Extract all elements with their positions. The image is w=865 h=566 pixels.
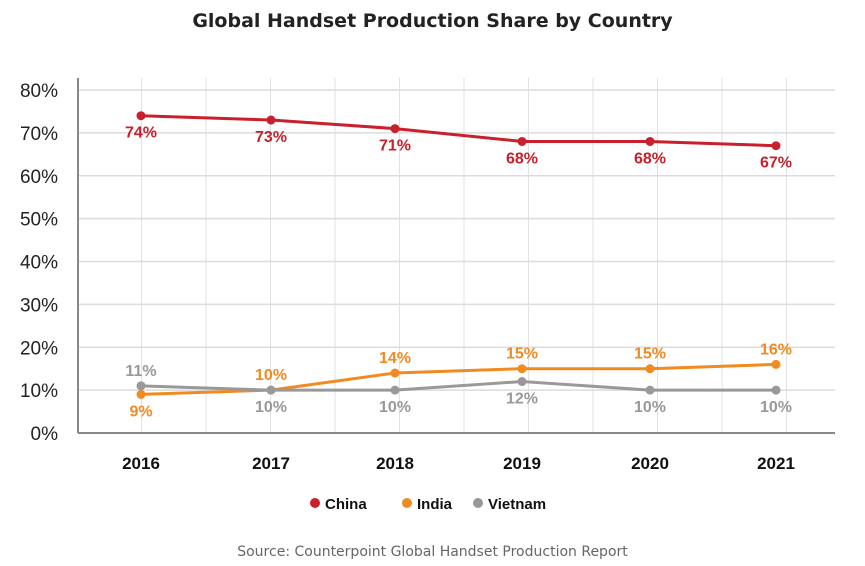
china-line bbox=[140, 114, 777, 148]
india-data-label: 16% bbox=[760, 341, 792, 358]
china-data-label: 68% bbox=[634, 150, 666, 167]
china-data-label: 71% bbox=[379, 138, 411, 155]
vietnam-point bbox=[136, 381, 146, 391]
vietnam-data-label: 10% bbox=[760, 399, 792, 416]
legend-label-india: India bbox=[417, 496, 453, 513]
china-point bbox=[517, 136, 527, 146]
china-point bbox=[645, 136, 655, 146]
india-point bbox=[390, 368, 400, 378]
y-tick-label: 80% bbox=[20, 81, 58, 102]
vietnam-data-label: 10% bbox=[379, 399, 411, 416]
china-point bbox=[266, 115, 276, 125]
india-data-label: 14% bbox=[379, 350, 411, 367]
y-tick-label: 20% bbox=[20, 338, 58, 359]
vietnam-point bbox=[517, 377, 527, 387]
china-point bbox=[771, 141, 781, 151]
india-data-label: 10% bbox=[255, 367, 287, 384]
y-tick-label: 60% bbox=[20, 167, 58, 188]
vietnam-data-label: 11% bbox=[125, 363, 156, 380]
chart-title: Global Handset Production Share by Count… bbox=[192, 10, 673, 32]
legend-marker-india bbox=[402, 498, 412, 508]
line-chart: 0% 10% 20% 30% 40% 50% 60% 70% 80% 2016 2017 2018 20… bbox=[20, 78, 835, 513]
x-tick-label: 2021 bbox=[757, 454, 795, 473]
y-tick-label: 30% bbox=[20, 295, 58, 316]
india-point bbox=[136, 389, 146, 399]
legend-label-vietnam: Vietnam bbox=[488, 496, 546, 513]
vietnam-data-label: 10% bbox=[255, 399, 287, 416]
x-tick-label: 2018 bbox=[376, 454, 414, 473]
china-data-label: 74% bbox=[125, 125, 157, 142]
india-data-label: 9% bbox=[129, 403, 152, 420]
y-tick-label: 50% bbox=[20, 210, 58, 231]
legend-label-china: China bbox=[325, 496, 367, 513]
vietnam-data-label: 10% bbox=[634, 399, 666, 416]
india-point bbox=[645, 364, 655, 374]
india-point bbox=[771, 359, 781, 369]
china-data-label: 67% bbox=[760, 155, 792, 172]
legend-marker-china bbox=[310, 498, 320, 508]
vietnam-point bbox=[645, 385, 655, 395]
india-point bbox=[517, 364, 527, 374]
china-data-label: 73% bbox=[255, 129, 287, 146]
y-tick-label: 10% bbox=[20, 381, 58, 402]
vietnam-point bbox=[266, 385, 276, 395]
x-tick-label: 2016 bbox=[122, 454, 160, 473]
y-tick-label: 70% bbox=[20, 124, 58, 145]
y-tick-label: 0% bbox=[31, 424, 59, 445]
china-point bbox=[390, 124, 400, 134]
y-tick-label: 40% bbox=[20, 253, 58, 274]
india-data-label: 15% bbox=[506, 346, 538, 363]
vietnam-point bbox=[771, 385, 781, 395]
x-tick-label: 2019 bbox=[503, 454, 541, 473]
legend-marker-vietnam bbox=[473, 498, 483, 508]
chart-source: Source: Counterpoint Global Handset Prod… bbox=[237, 544, 628, 560]
x-tick-label: 2017 bbox=[252, 454, 290, 473]
vietnam-point bbox=[390, 385, 400, 395]
vietnam-data-label: 12% bbox=[506, 391, 538, 408]
x-tick-label: 2020 bbox=[631, 454, 669, 473]
vietnam-line bbox=[140, 380, 776, 392]
india-data-label: 15% bbox=[634, 346, 666, 363]
china-point bbox=[136, 111, 146, 121]
china-data-label: 68% bbox=[506, 150, 538, 167]
